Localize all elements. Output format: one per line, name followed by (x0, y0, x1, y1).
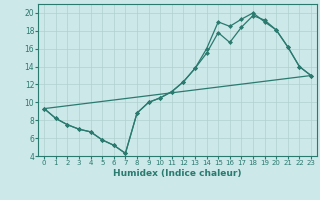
X-axis label: Humidex (Indice chaleur): Humidex (Indice chaleur) (113, 169, 242, 178)
